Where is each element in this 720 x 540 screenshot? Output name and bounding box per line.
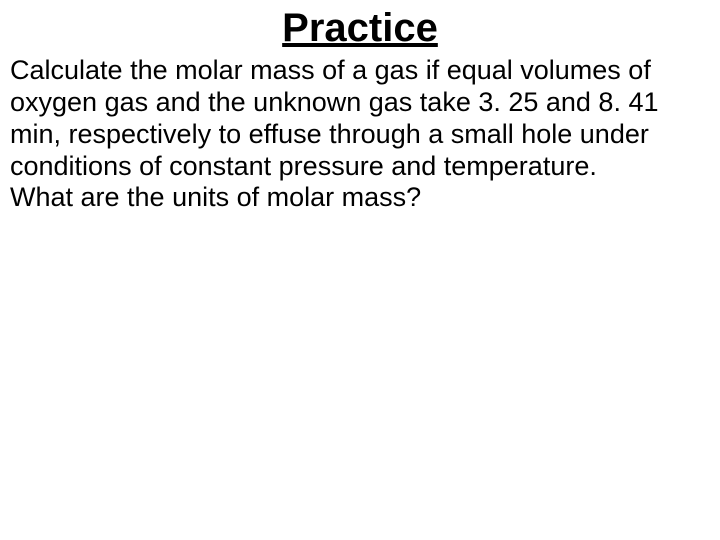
paragraph-2: What are the units of molar mass? xyxy=(10,182,710,214)
slide-title: Practice xyxy=(10,6,710,51)
slide-body: Calculate the molar mass of a gas if equ… xyxy=(10,55,710,214)
paragraph-1: Calculate the molar mass of a gas if equ… xyxy=(10,55,710,182)
